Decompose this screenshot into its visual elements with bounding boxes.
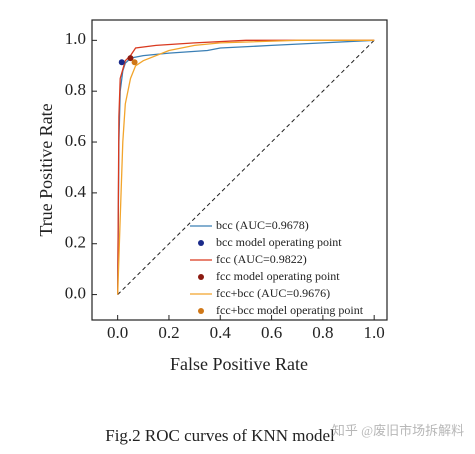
roc-curve [117, 39, 375, 295]
legend-label: fcc+bcc model operating point [216, 303, 364, 317]
legend-label: fcc (AUC=0.9822) [216, 252, 307, 266]
y-tick-label: 0.8 [65, 80, 86, 99]
operating-point [118, 59, 125, 66]
x-axis-label: False Positive Rate [170, 354, 308, 374]
y-tick-label: 0.0 [65, 283, 86, 302]
legend-marker [198, 308, 204, 314]
legend-label: bcc model operating point [216, 235, 342, 249]
x-tick-label: 0.8 [312, 323, 333, 342]
x-tick-label: 0.6 [261, 323, 282, 342]
legend-label: bcc (AUC=0.9678) [216, 218, 309, 232]
x-tick-label: 0.4 [210, 323, 232, 342]
y-tick-label: 0.4 [65, 182, 87, 201]
plot-frame [91, 19, 388, 321]
legend-label: fcc+bcc (AUC=0.9676) [216, 286, 330, 300]
x-tick-label: 0.2 [158, 323, 179, 342]
watermark: 知乎 @废旧市场拆解料 [332, 423, 464, 438]
caption: Fig.2 ROC curves of KNN model [105, 426, 335, 445]
y-tick-label: 1.0 [65, 29, 86, 48]
x-tick-label: 0.0 [107, 323, 128, 342]
legend-label: fcc model operating point [216, 269, 340, 283]
y-tick-label: 0.6 [65, 131, 86, 150]
legend-marker [198, 240, 204, 246]
roc-curve [117, 39, 375, 295]
operating-point [131, 59, 138, 66]
y-axis-label: True Positive Rate [36, 103, 56, 236]
operating-point [127, 55, 134, 62]
y-tick-label: 0.2 [65, 233, 86, 252]
x-tick-label: 1.0 [364, 323, 385, 342]
legend-marker [198, 274, 204, 280]
